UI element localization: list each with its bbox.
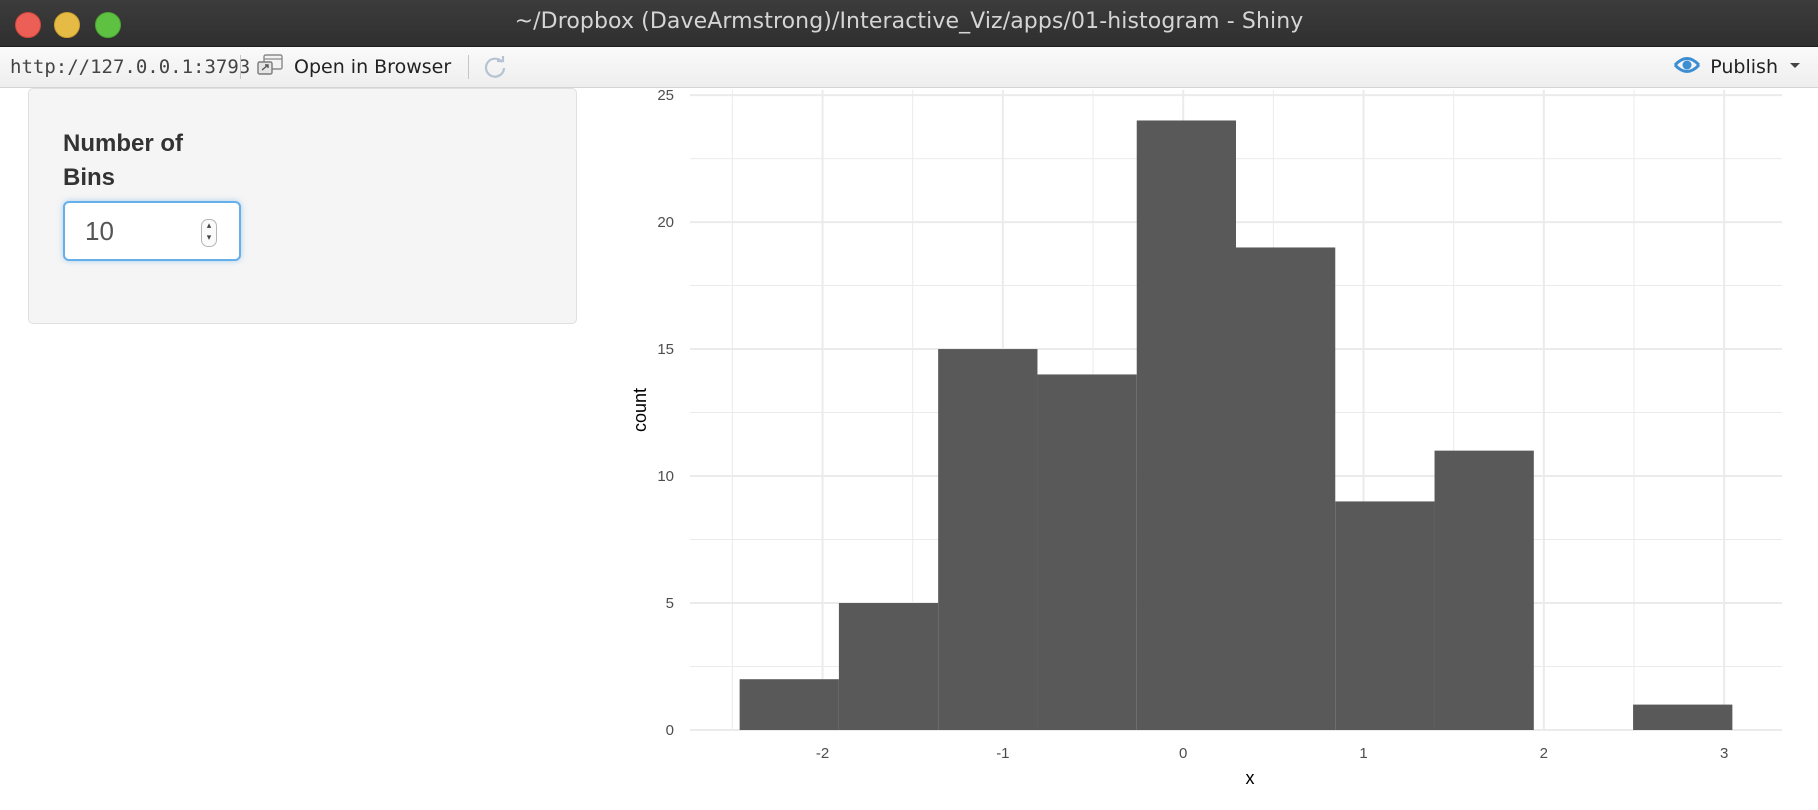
open-in-browser-label: Open in Browser (294, 56, 452, 78)
window-title: ~/Dropbox (DaveArmstrong)/Interactive_Vi… (514, 9, 1304, 34)
open-in-browser-icon (256, 53, 284, 82)
histogram-bar (938, 349, 1038, 730)
y-tick-label: 15 (657, 341, 674, 358)
open-in-browser-button[interactable]: Open in Browser (256, 53, 451, 81)
y-tick-label: 25 (657, 88, 674, 104)
histogram-bar (1434, 450, 1534, 730)
histogram-bar (739, 679, 839, 730)
y-tick-label: 0 (666, 722, 674, 739)
histogram-svg: 0 5 10 15 20 25 -2 -1 0 1 2 3 x count (630, 87, 1782, 788)
histogram-bar (1037, 374, 1137, 730)
publish-label: Publish (1710, 56, 1778, 78)
histogram-bar (1136, 120, 1236, 730)
viewer-toolbar: http://127.0.0.1:3793 Open in Browser (0, 47, 1818, 88)
chevron-down-icon[interactable] (1786, 58, 1804, 77)
toolbar-separator (240, 55, 241, 79)
maximize-window-button[interactable] (95, 12, 121, 38)
minimize-window-button[interactable] (54, 12, 80, 38)
x-tick-label: 1 (1359, 745, 1367, 762)
url-display: http://127.0.0.1:3793 (10, 56, 251, 78)
x-tick-label: 0 (1179, 745, 1187, 762)
histogram-bar (1236, 247, 1336, 730)
publish-icon (1672, 53, 1702, 82)
x-tick-label: -2 (816, 745, 829, 762)
toolbar-separator (468, 55, 469, 79)
y-axis-title: count (630, 388, 650, 432)
title-bar: ~/Dropbox (DaveArmstrong)/Interactive_Vi… (0, 0, 1818, 47)
bins-number-input[interactable]: 10 ▴ ▾ (63, 201, 241, 261)
histogram-bar (838, 603, 939, 730)
publish-button[interactable]: Publish (1672, 53, 1804, 81)
number-spinner[interactable]: ▴ ▾ (201, 219, 217, 247)
sidebar-panel: Number of Bins 10 ▴ ▾ (28, 88, 577, 324)
bins-input-value[interactable]: 10 (85, 216, 114, 246)
x-tick-label: 3 (1720, 745, 1728, 762)
close-window-button[interactable] (15, 12, 41, 38)
bins-input-label: Number of Bins (63, 130, 183, 191)
x-tick-label: -1 (996, 745, 1009, 762)
histogram-plot: 0 5 10 15 20 25 -2 -1 0 1 2 3 x count (620, 87, 1818, 810)
spinner-down-icon[interactable]: ▾ (206, 233, 212, 243)
x-tick-label: 2 (1540, 745, 1548, 762)
histogram-bar (1335, 501, 1435, 730)
refresh-icon (482, 56, 508, 84)
refresh-button[interactable] (482, 54, 508, 80)
y-tick-label: 20 (657, 214, 674, 231)
spinner-up-icon[interactable]: ▴ (206, 221, 212, 231)
y-tick-label: 10 (657, 468, 674, 485)
x-axis-title: x (1246, 768, 1255, 788)
histogram-bar (1633, 704, 1733, 730)
y-tick-label: 5 (666, 595, 674, 612)
